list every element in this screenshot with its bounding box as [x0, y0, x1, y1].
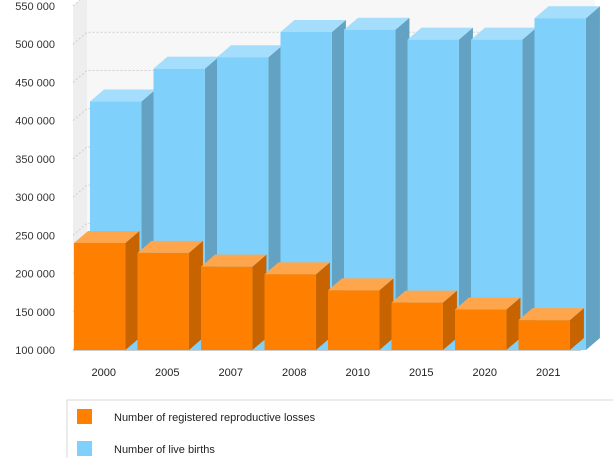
bar-reproductive-losses-2008 [264, 262, 330, 350]
x-tick-label: 2020 [472, 367, 496, 379]
x-axis-ticks: 2000 2005 2007 2008 2010 2015 2020 2021 [91, 367, 560, 379]
x-tick-label: 2007 [218, 367, 242, 379]
x-tick-label: 2010 [345, 367, 369, 379]
bar-reproductive-losses-2007 [201, 254, 267, 350]
legend-swatch-losses [77, 409, 92, 424]
bar-reproductive-losses-2010 [328, 278, 394, 350]
y-tick-label: 400 000 [15, 116, 55, 128]
x-tick-label: 2021 [536, 367, 560, 379]
x-tick-label: 2005 [155, 367, 179, 379]
x-tick-label: 2000 [91, 367, 115, 379]
x-tick-label: 2015 [409, 367, 433, 379]
chart-bars [74, 6, 600, 351]
legend-label-losses: Number of registered reproductive losses [114, 412, 316, 424]
chart-legend: Number of registered reproductive losses… [66, 399, 613, 458]
y-tick-label: 250 000 [15, 230, 55, 242]
y-tick-label: 200 000 [15, 269, 55, 281]
x-tick-label: 2008 [282, 367, 306, 379]
y-tick-label: 500 000 [15, 39, 55, 51]
y-tick-label: 450 000 [15, 77, 55, 89]
bar-live-births-2021 [534, 6, 600, 351]
bar-reproductive-losses-2015 [391, 290, 457, 350]
bar-reproductive-losses-2020 [455, 297, 521, 350]
y-tick-label: 300 000 [15, 192, 55, 204]
y-tick-label: 550 000 [15, 1, 55, 13]
bar-reproductive-losses-2005 [137, 240, 203, 350]
legend-swatch-births [77, 441, 92, 456]
legend-frame [66, 399, 613, 458]
legend-label-births: Number of live births [114, 444, 215, 456]
y-tick-label: 100 000 [15, 345, 55, 357]
y-axis-ticks: 100 000 150 000 200 000 250 000 300 000 350 0… [15, 1, 55, 357]
y-tick-label: 150 000 [15, 307, 55, 319]
bar-reproductive-losses-2021 [518, 308, 584, 350]
bar-reproductive-losses-2000 [74, 230, 140, 350]
y-tick-label: 350 000 [15, 154, 55, 166]
